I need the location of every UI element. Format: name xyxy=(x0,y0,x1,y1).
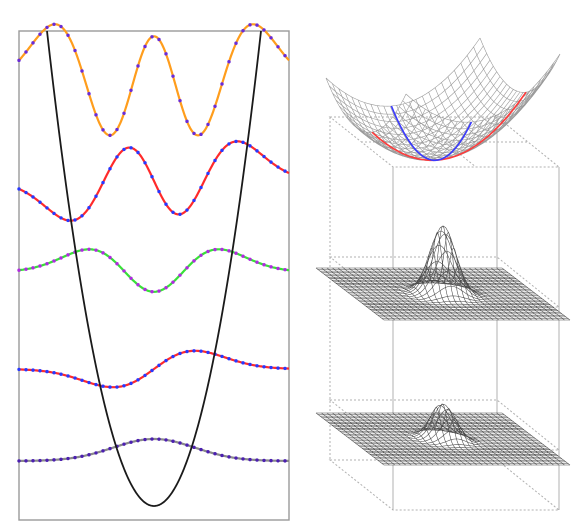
wavefunction-dots-n2 xyxy=(17,247,287,294)
upper-peak-surface xyxy=(315,225,571,321)
wavefunction-n3 xyxy=(18,140,290,222)
bowl-curve-red xyxy=(371,91,527,162)
wavefunction-n4 xyxy=(18,23,290,137)
lower-peak-surface xyxy=(315,403,571,466)
wavefunction-n1 xyxy=(18,349,290,389)
wavefunction-group xyxy=(17,22,290,463)
wavefunction-dots-n4 xyxy=(17,22,287,138)
right-panel xyxy=(315,37,571,511)
wavefunction-dots-n3 xyxy=(17,139,287,223)
bowl-surface xyxy=(325,37,561,162)
wavefunction-n0 xyxy=(19,437,289,462)
left-panel xyxy=(17,22,290,521)
wavefunction-dots-n0 xyxy=(17,437,287,463)
left-frame xyxy=(18,30,290,521)
bowl-curve-blue xyxy=(390,105,473,162)
harmonic-potential-curve xyxy=(46,30,262,507)
wavefunction-n2 xyxy=(18,248,290,293)
wavefunction-dots-n1 xyxy=(17,349,287,389)
